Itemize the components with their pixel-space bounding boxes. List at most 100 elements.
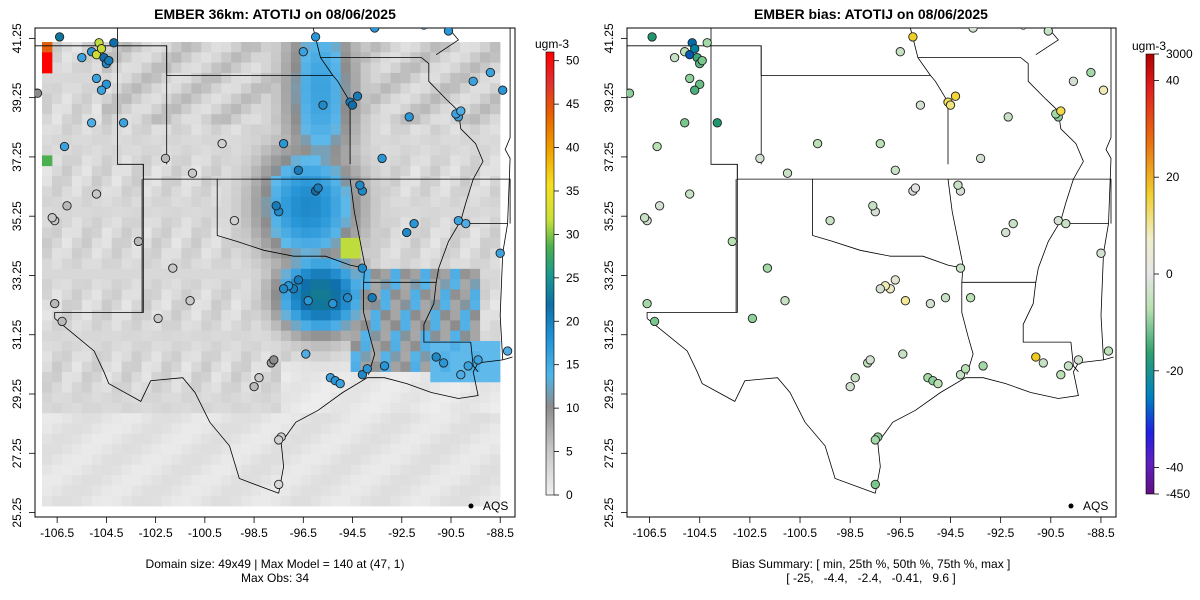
grid-cell: [71, 289, 83, 301]
grid-cell: [71, 227, 83, 239]
grid-cell: [290, 423, 302, 435]
grid-cell: [300, 52, 312, 64]
grid-cell: [420, 93, 431, 105]
grid-cell: [201, 103, 212, 115]
grid-cell: [390, 485, 401, 497]
grid-cell: [450, 382, 461, 393]
grid-cell: [221, 413, 232, 424]
grid-cell: [400, 299, 411, 311]
bias-point: [762, 263, 773, 273]
grid-cell: [310, 310, 322, 321]
grid-cell: [300, 72, 312, 84]
bias-point: [850, 373, 860, 383]
grid-cell: [251, 268, 262, 280]
grid-cell: [101, 155, 113, 167]
grid-cell: [131, 114, 142, 125]
grid-cell: [171, 206, 182, 218]
grid-cell: [141, 464, 152, 476]
grid-cell: [440, 268, 451, 280]
grid-cell: [271, 423, 282, 435]
grid-cell: [201, 227, 212, 239]
grid-cell: [251, 72, 262, 84]
grid-cell: [420, 351, 431, 363]
grid-cell: [81, 258, 93, 270]
grid-cell: [71, 155, 83, 167]
grid-cell: [280, 52, 292, 64]
left-state-boundaries: [35, 28, 513, 494]
grid-cell: [51, 72, 63, 84]
grid-cell: [42, 176, 53, 187]
grid-cell: [430, 361, 441, 373]
grid-cell: [290, 454, 302, 466]
grid-cell: [440, 206, 451, 218]
grid-cell: [61, 248, 73, 259]
grid-cell: [340, 464, 352, 476]
grid-cell: [330, 341, 342, 352]
grid-cell: [161, 196, 172, 208]
state-boundary-line: [961, 281, 1071, 343]
grid-cell: [171, 371, 182, 383]
grid-cell: [390, 371, 401, 383]
grid-cell: [490, 433, 501, 445]
obs-point: [303, 296, 313, 306]
grid-cell: [350, 42, 362, 53]
grid-cell: [280, 351, 292, 363]
grid-cell: [360, 444, 371, 455]
grid-cell: [191, 495, 202, 507]
grid-cell: [211, 217, 222, 228]
bias-point: [960, 364, 971, 374]
grid-cell: [71, 248, 83, 259]
grid-cell: [181, 72, 192, 84]
grid-cell: [251, 217, 262, 228]
bias-point: [1096, 248, 1106, 258]
grid-cell: [241, 72, 252, 84]
grid-cell: [201, 114, 212, 125]
grid-cell: [111, 227, 123, 239]
grid-cell: [171, 351, 182, 363]
grid-cell: [51, 464, 63, 476]
grid-cell: [370, 83, 381, 94]
grid-cell: [290, 237, 302, 249]
grid-cell: [121, 206, 133, 218]
grid-cell: [241, 42, 252, 53]
grid-cell: [480, 124, 491, 136]
grid-cell: [390, 382, 401, 393]
grid-cell: [191, 217, 202, 228]
grid-cell: [111, 237, 123, 249]
grid-cell: [61, 454, 73, 466]
grid-cell: [261, 310, 272, 321]
grid-cell: [480, 392, 491, 404]
grid-cell: [261, 454, 272, 466]
grid-cell: [42, 268, 53, 280]
grid-cell: [101, 495, 113, 507]
grid-cell: [61, 217, 73, 228]
x-tick-label: -90.5: [437, 526, 465, 540]
grid-cell: [410, 145, 421, 156]
grid-cell: [400, 279, 411, 290]
grid-cell: [42, 103, 53, 115]
grid-cell: [201, 310, 212, 321]
grid-cell: [61, 289, 73, 301]
grid-cell: [360, 134, 371, 146]
grid-cell: [380, 176, 391, 187]
bias-point: [945, 100, 956, 110]
grid-cell: [131, 206, 142, 218]
grid-cell: [440, 464, 451, 476]
grid-cell: [480, 83, 491, 94]
grid-cell: [360, 217, 371, 228]
grid-cell: [340, 433, 352, 445]
grid-cell: [231, 268, 242, 280]
obs-point: [347, 100, 358, 110]
grid-cell: [400, 454, 411, 466]
grid-cell: [241, 124, 252, 136]
grid-cell: [81, 341, 93, 352]
grid-cell: [131, 392, 142, 404]
grid-cell: [91, 289, 103, 301]
grid-cell: [420, 382, 431, 393]
aqs-legend-marker-right: [1068, 503, 1074, 509]
grid-cell: [410, 237, 421, 249]
grid-cell: [201, 299, 212, 311]
grid-cell: [420, 371, 431, 383]
grid-cell: [251, 464, 262, 476]
